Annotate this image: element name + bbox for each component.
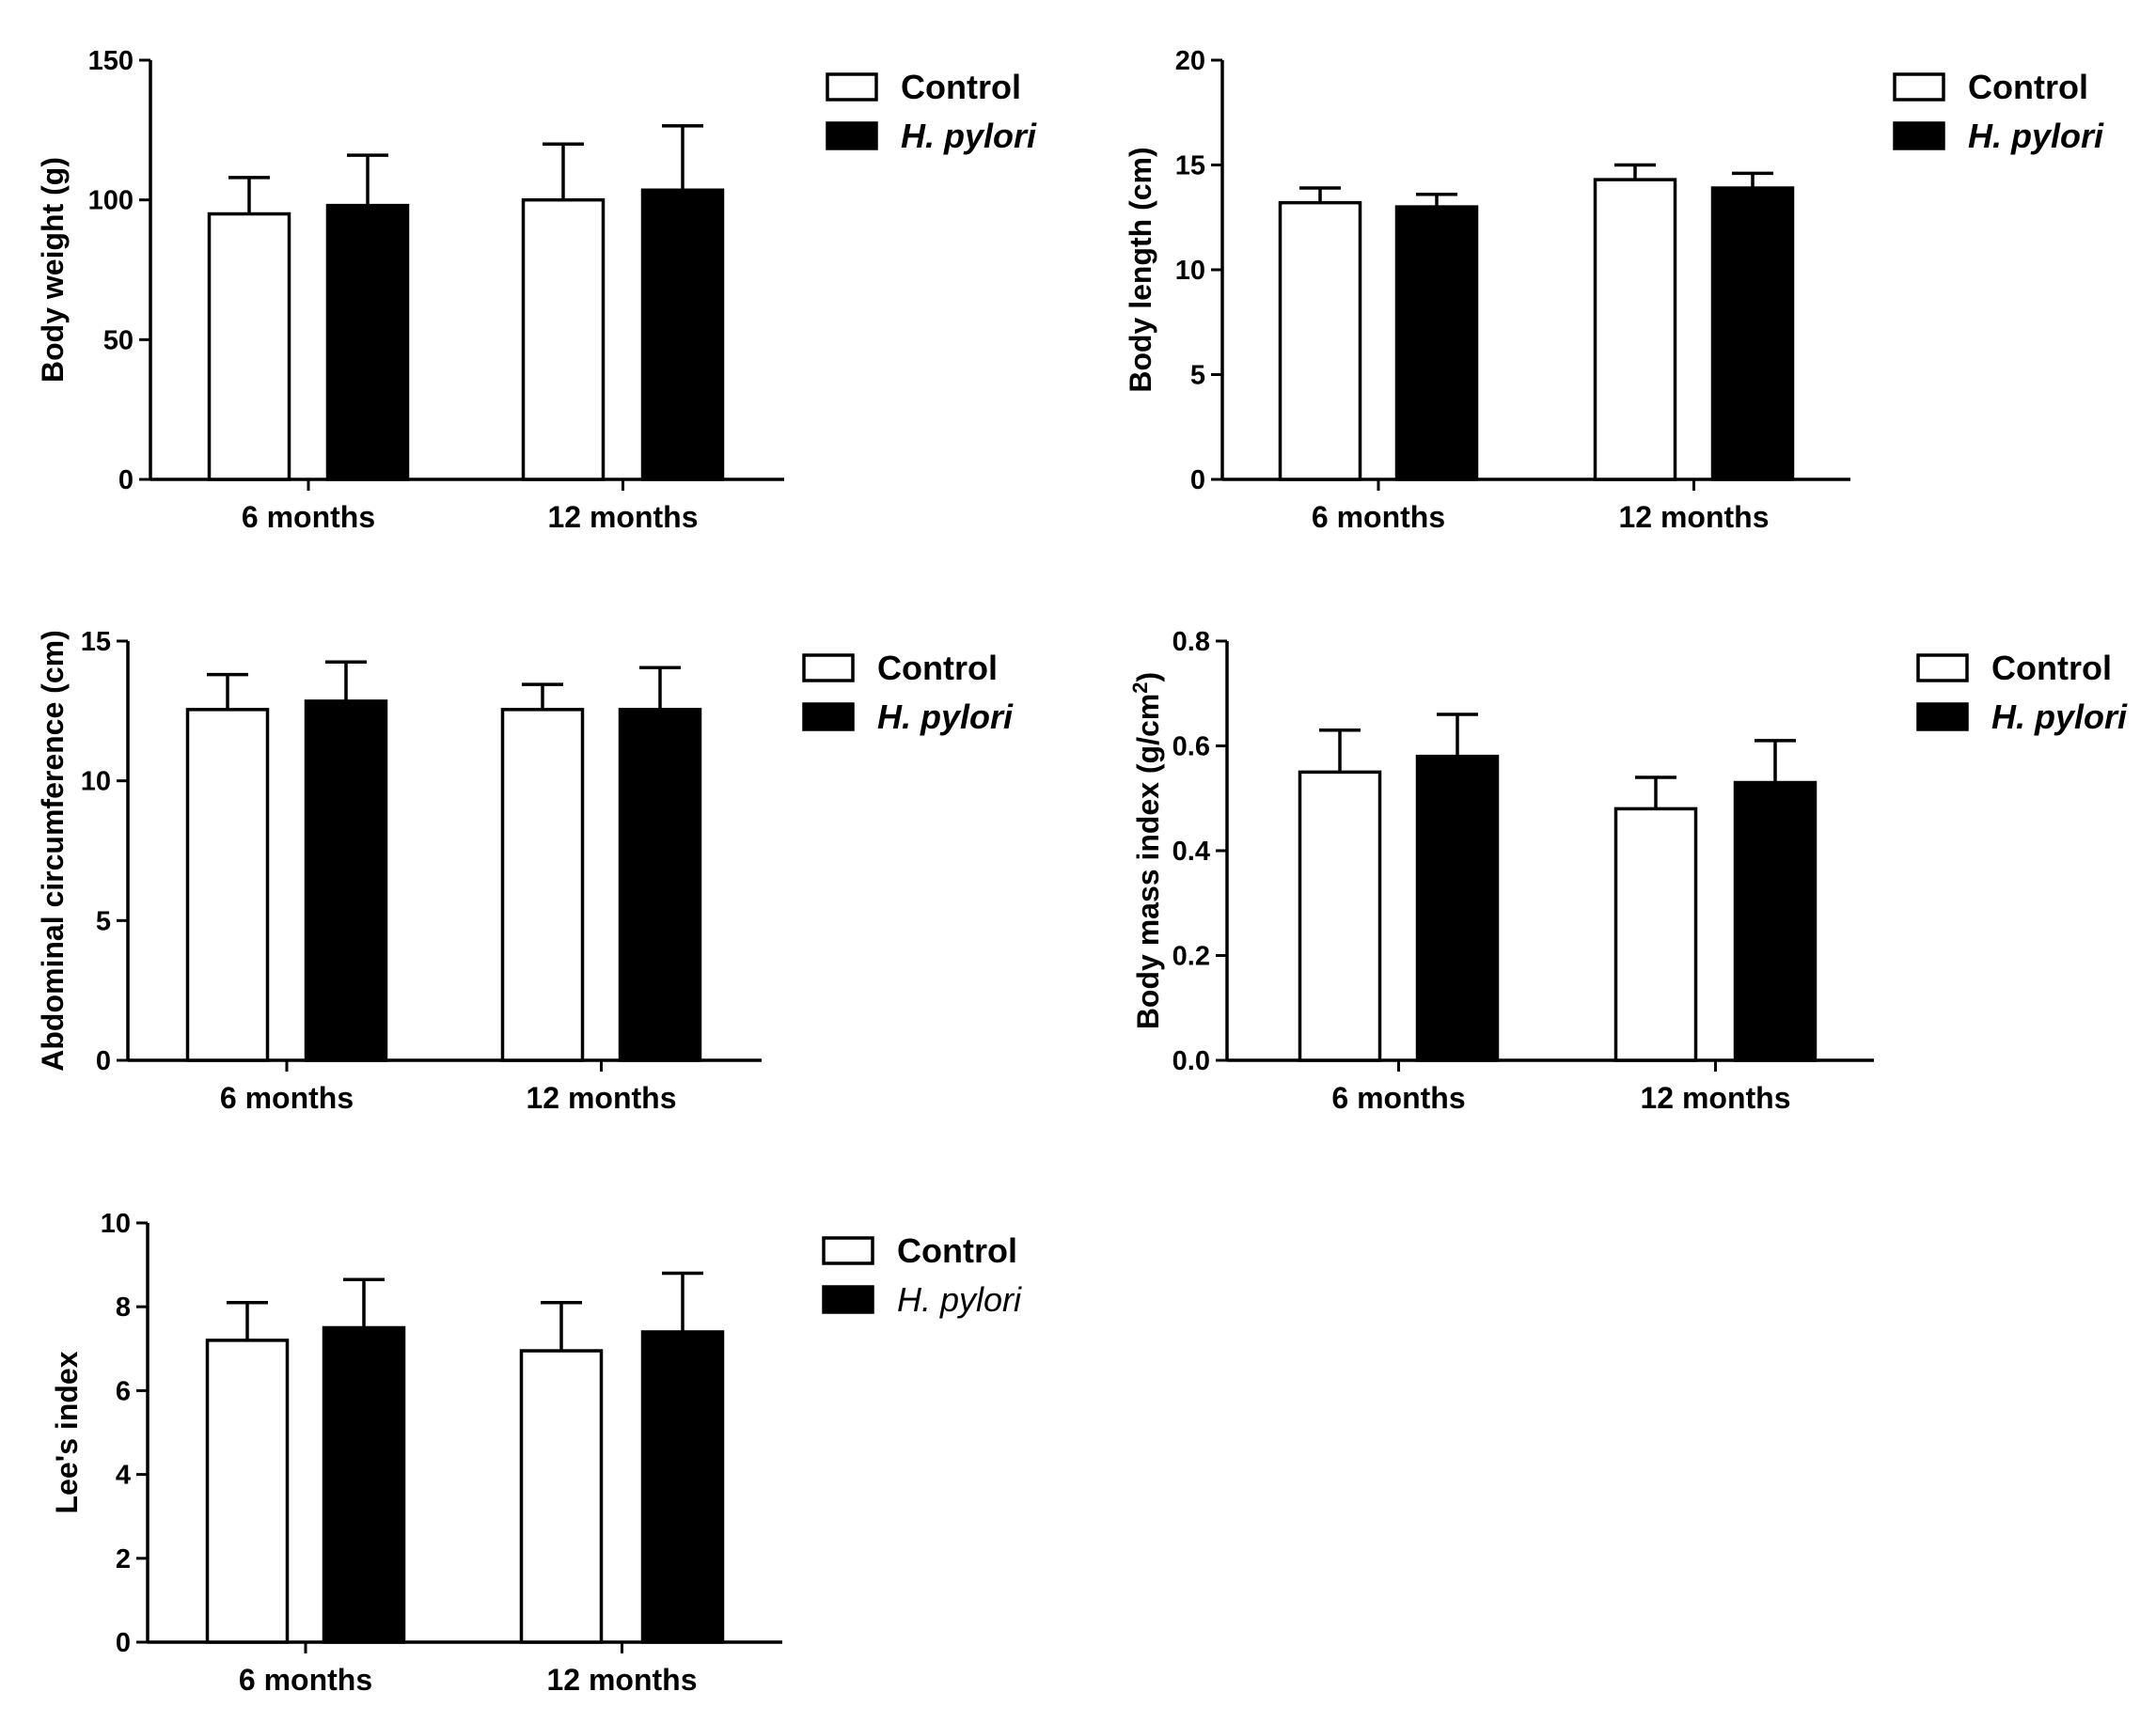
x-category-label: 12 months	[526, 1081, 676, 1115]
y-tick-label: 0	[96, 1046, 111, 1076]
y-tick-label: 150	[88, 46, 134, 76]
legend-swatch-h-pylori	[826, 121, 878, 150]
bar-control	[519, 1349, 604, 1644]
y-axis-title: Abdominal circumference (cm)	[36, 630, 70, 1071]
x-category-label: 6 months	[242, 500, 375, 534]
legend-label-control: Control	[1968, 68, 2088, 106]
y-tick-label: 100	[88, 186, 134, 216]
y-tick-label: 0.8	[1172, 627, 1210, 657]
y-axis-title-superscript: 2	[1128, 681, 1152, 693]
legend-swatch-control	[1893, 72, 1945, 102]
legend-swatch-control	[822, 1236, 874, 1265]
y-tick-label: 10	[81, 767, 111, 797]
bar-h-pylori	[640, 1330, 725, 1644]
y-tick-label: 20	[1175, 46, 1205, 76]
y-tick-label: 0.6	[1172, 732, 1210, 762]
y-tick-label: 0.2	[1172, 942, 1210, 972]
legend: Control H. pylori	[1893, 68, 2104, 155]
bar-control	[207, 211, 291, 481]
legend-label-h-pylori: H. pylori	[1991, 697, 2128, 736]
bar-h-pylori	[1394, 205, 1479, 481]
y-tick-label: 5	[96, 906, 111, 936]
y-tick-label: 2	[116, 1544, 131, 1574]
legend: Control H. pylori	[822, 1231, 1022, 1319]
bar-h-pylori	[618, 708, 702, 1062]
legend-swatch-control	[826, 72, 878, 102]
x-category-label: 6 months	[1331, 1081, 1465, 1115]
bar-h-pylori	[325, 203, 410, 481]
y-tick-label: 15	[1175, 151, 1205, 181]
x-category-label: 12 months	[546, 1663, 697, 1697]
legend-label-h-pylori: H. pylori	[1968, 117, 2104, 155]
bar-control	[185, 708, 270, 1062]
x-category-label: 6 months	[220, 1081, 354, 1115]
x-category-label: 12 months	[547, 500, 698, 534]
y-tick-label: 8	[116, 1292, 131, 1323]
y-tick-label: 4	[116, 1461, 131, 1491]
y-tick-label: 0	[118, 465, 134, 495]
legend-label-h-pylori: H. pylori	[897, 1280, 1022, 1319]
legend-label-control: Control	[901, 68, 1021, 106]
y-tick-label: 0	[116, 1628, 131, 1658]
legend-label-h-pylori: H. pylori	[901, 117, 1037, 155]
legend: Control H. pylori	[802, 649, 1014, 736]
legend-swatch-control	[1916, 653, 1969, 682]
bar-h-pylori	[1415, 754, 1500, 1062]
legend-swatch-h-pylori	[1916, 702, 1969, 731]
y-axis-title: Body length (cm)	[1124, 147, 1157, 392]
abdominal-circumference-chart: 0 5 10 15 Abdominal circumference (cm) 6 mont…	[36, 627, 1014, 1115]
legend-label-h-pylori: H. pylori	[877, 697, 1014, 736]
bar-control	[1298, 770, 1382, 1062]
bar-h-pylori	[322, 1325, 406, 1644]
y-axis-title: Lee's index	[50, 1351, 84, 1513]
bar-control	[1613, 807, 1698, 1062]
legend-label-control: Control	[1991, 649, 2112, 687]
y-tick-label: 0	[1190, 465, 1205, 495]
bar-control	[1593, 178, 1677, 481]
bar-h-pylori	[1733, 780, 1818, 1062]
y-tick-label: 5	[1190, 361, 1205, 391]
legend-label-control: Control	[897, 1231, 1017, 1270]
bar-control	[1278, 200, 1362, 481]
legend: Control H. pylori	[1916, 649, 2128, 736]
y-tick-label: 15	[81, 627, 111, 657]
body-weight-chart: 0 50 100 150 Body weight (g) 6 months 12 month…	[36, 46, 1037, 534]
legend-swatch-h-pylori	[822, 1285, 874, 1314]
y-axis-title-suffix: )	[1131, 672, 1165, 682]
y-axis-title: Body weight (g)	[36, 157, 70, 383]
y-tick-label: 50	[103, 325, 134, 355]
body-length-chart: 0 5 10 15 20 Body length (cm) 6 months 12 month…	[1124, 46, 2104, 534]
bar-h-pylori	[640, 188, 725, 481]
y-axis-title: Body mass index (g/cm2)	[1128, 672, 1165, 1029]
x-category-label: 6 months	[1312, 500, 1445, 534]
y-tick-label: 10	[1175, 256, 1205, 286]
bar-control	[500, 708, 585, 1062]
legend-swatch-h-pylori	[802, 702, 855, 731]
legend-swatch-h-pylori	[1893, 121, 1945, 150]
y-tick-label: 0.4	[1172, 837, 1210, 867]
x-category-label: 12 months	[1618, 500, 1769, 534]
y-tick-label: 0.0	[1172, 1046, 1210, 1076]
bar-h-pylori	[304, 699, 388, 1062]
bar-control	[205, 1339, 290, 1644]
y-tick-label: 10	[101, 1209, 131, 1239]
legend-swatch-control	[802, 653, 855, 682]
y-tick-label: 6	[116, 1376, 131, 1406]
bar-control	[521, 197, 606, 481]
legend-label-control: Control	[877, 649, 998, 687]
x-category-label: 6 months	[239, 1663, 372, 1697]
lees-index-chart: 0 2 4 6 8 10 Lee's index 6 months 12 months Contr…	[50, 1209, 1022, 1697]
legend: Control H. pylori	[826, 68, 1037, 155]
bar-h-pylori	[1710, 186, 1795, 481]
x-category-label: 12 months	[1640, 1081, 1790, 1115]
